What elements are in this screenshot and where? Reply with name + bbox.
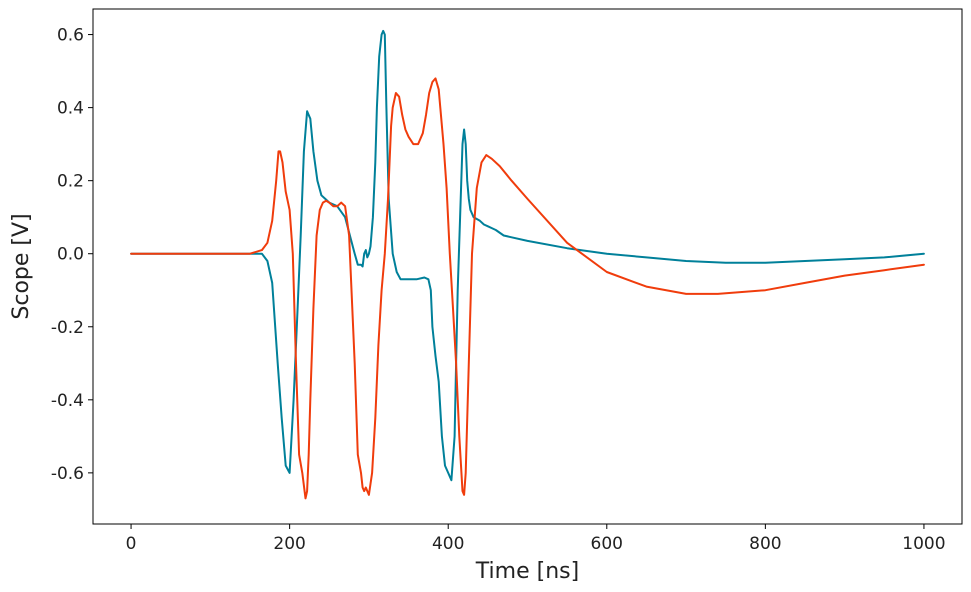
- y-tick-label: 0.2: [57, 172, 84, 192]
- axes-layer: 0 200 400 600 800 1000 -0.6 -0.4 -0.2 0.0 0.2 0.4 0.…: [51, 8, 963, 554]
- series-layer: [130, 29, 925, 500]
- y-tick-label: -0.2: [51, 318, 84, 338]
- x-tick-label: 200: [273, 534, 305, 554]
- x-tick-label: 1000: [902, 534, 945, 554]
- y-tick-label: 0.0: [57, 245, 84, 265]
- y-axis-title: Scope [V]: [9, 213, 34, 319]
- series-line-1: [130, 29, 925, 482]
- x-tick-label: 600: [591, 534, 623, 554]
- series-line-2: [130, 77, 925, 500]
- x-tick-label: 0: [126, 534, 137, 554]
- y-tick-label: 0.6: [57, 26, 84, 46]
- y-tick-label: -0.6: [51, 464, 84, 484]
- x-tick-label: 400: [432, 534, 464, 554]
- plot-frame: [92, 8, 963, 525]
- x-axis-title: Time [ns]: [475, 559, 579, 584]
- x-tick-label: 800: [749, 534, 781, 554]
- y-tick-label: -0.4: [51, 391, 84, 411]
- y-tick-label: 0.4: [57, 99, 84, 119]
